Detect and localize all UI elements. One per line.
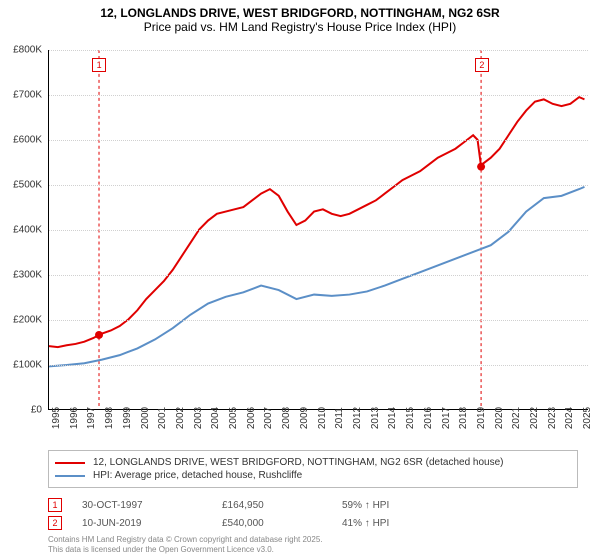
x-tick-label: 2018 xyxy=(458,407,469,429)
sale-date: 30-OCT-1997 xyxy=(82,500,222,511)
y-tick-label: £100K xyxy=(13,360,42,371)
gridline xyxy=(49,95,588,96)
legend-item-property: 12, LONGLANDS DRIVE, WEST BRIDGFORD, NOT… xyxy=(55,457,571,468)
gridline xyxy=(49,275,588,276)
gridline xyxy=(49,320,588,321)
x-tick-label: 2014 xyxy=(387,407,398,429)
chart-plot-area: 12 xyxy=(48,50,588,410)
sales-row: 2 10-JUN-2019 £540,000 41% ↑ HPI xyxy=(48,515,578,531)
footnote-line2: This data is licensed under the Open Gov… xyxy=(48,545,578,555)
x-tick-label: 2005 xyxy=(228,407,239,429)
x-tick-label: 2019 xyxy=(476,407,487,429)
x-tick-label: 2001 xyxy=(157,407,168,429)
sales-table: 1 30-OCT-1997 £164,950 59% ↑ HPI 2 10-JU… xyxy=(48,495,578,533)
title-block: 12, LONGLANDS DRIVE, WEST BRIDGFORD, NOT… xyxy=(0,0,600,38)
x-tick-label: 2021 xyxy=(511,407,522,429)
x-tick-label: 1996 xyxy=(69,407,80,429)
x-tick-label: 1997 xyxy=(86,407,97,429)
y-tick-label: £500K xyxy=(13,180,42,191)
x-tick-label: 2013 xyxy=(370,407,381,429)
x-tick-label: 2008 xyxy=(281,407,292,429)
x-tick-label: 2006 xyxy=(246,407,257,429)
footnote: Contains HM Land Registry data © Crown c… xyxy=(48,535,578,554)
sale-point xyxy=(477,163,485,171)
x-tick-label: 2004 xyxy=(210,407,221,429)
x-tick-label: 2017 xyxy=(441,407,452,429)
legend-label-hpi: HPI: Average price, detached house, Rush… xyxy=(93,470,302,481)
x-tick-label: 2000 xyxy=(140,407,151,429)
footnote-line1: Contains HM Land Registry data © Crown c… xyxy=(48,535,578,545)
title-subtitle: Price paid vs. HM Land Registry's House … xyxy=(10,20,590,34)
legend: 12, LONGLANDS DRIVE, WEST BRIDGFORD, NOT… xyxy=(48,450,578,488)
gridline xyxy=(49,230,588,231)
series-property xyxy=(49,97,584,347)
x-tick-label: 2016 xyxy=(423,407,434,429)
y-tick-label: £600K xyxy=(13,135,42,146)
sale-marker-1: 1 xyxy=(48,498,62,512)
gridline xyxy=(49,50,588,51)
sale-marker-box: 2 xyxy=(475,58,489,72)
x-tick-label: 1998 xyxy=(104,407,115,429)
x-tick-label: 1999 xyxy=(122,407,133,429)
title-address: 12, LONGLANDS DRIVE, WEST BRIDGFORD, NOT… xyxy=(10,6,590,20)
gridline xyxy=(49,185,588,186)
y-tick-label: £700K xyxy=(13,90,42,101)
sale-date: 10-JUN-2019 xyxy=(82,518,222,529)
x-tick-label: 2024 xyxy=(564,407,575,429)
y-tick-label: £800K xyxy=(13,45,42,56)
series-hpi xyxy=(49,187,584,367)
gridline xyxy=(49,365,588,366)
x-tick-label: 2003 xyxy=(193,407,204,429)
legend-swatch-property xyxy=(55,462,85,464)
sale-price: £540,000 xyxy=(222,518,342,529)
x-tick-label: 2009 xyxy=(299,407,310,429)
chart-container: 12, LONGLANDS DRIVE, WEST BRIDGFORD, NOT… xyxy=(0,0,600,560)
sale-marker-2: 2 xyxy=(48,516,62,530)
y-tick-label: £200K xyxy=(13,315,42,326)
x-tick-label: 2023 xyxy=(547,407,558,429)
x-tick-label: 2012 xyxy=(352,407,363,429)
y-tick-label: £400K xyxy=(13,225,42,236)
y-tick-label: £300K xyxy=(13,270,42,281)
x-tick-label: 2025 xyxy=(582,407,593,429)
sale-price: £164,950 xyxy=(222,500,342,511)
sale-marker-box: 1 xyxy=(92,58,106,72)
x-tick-label: 2022 xyxy=(529,407,540,429)
y-tick-label: £0 xyxy=(31,405,42,416)
x-tick-label: 2002 xyxy=(175,407,186,429)
legend-swatch-hpi xyxy=(55,475,85,477)
x-tick-label: 2020 xyxy=(494,407,505,429)
y-axis: £0£100K£200K£300K£400K£500K£600K£700K£80… xyxy=(0,50,46,410)
x-tick-label: 2011 xyxy=(334,407,345,429)
x-tick-label: 2010 xyxy=(317,407,328,429)
x-tick-label: 1995 xyxy=(51,407,62,429)
sales-row: 1 30-OCT-1997 £164,950 59% ↑ HPI xyxy=(48,497,578,513)
sale-point xyxy=(95,331,103,339)
x-tick-label: 2015 xyxy=(405,407,416,429)
gridline xyxy=(49,140,588,141)
x-tick-label: 2007 xyxy=(263,407,274,429)
sale-hpi: 41% ↑ HPI xyxy=(342,518,462,529)
legend-item-hpi: HPI: Average price, detached house, Rush… xyxy=(55,470,571,481)
sale-hpi: 59% ↑ HPI xyxy=(342,500,462,511)
legend-label-property: 12, LONGLANDS DRIVE, WEST BRIDGFORD, NOT… xyxy=(93,457,503,468)
